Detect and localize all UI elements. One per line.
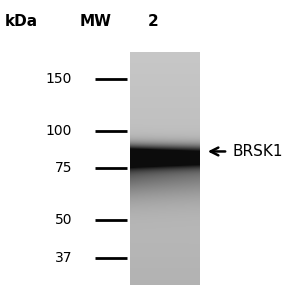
Text: 2: 2 <box>148 14 159 29</box>
Bar <box>0 0 130 300</box>
Text: 50: 50 <box>55 213 72 226</box>
Text: kDa: kDa <box>5 14 38 29</box>
Text: MW: MW <box>80 14 112 29</box>
Text: 150: 150 <box>46 72 72 86</box>
Text: 75: 75 <box>55 160 72 175</box>
Text: 37: 37 <box>55 251 72 265</box>
Text: 100: 100 <box>46 124 72 138</box>
Text: BRSK1: BRSK1 <box>232 144 283 159</box>
